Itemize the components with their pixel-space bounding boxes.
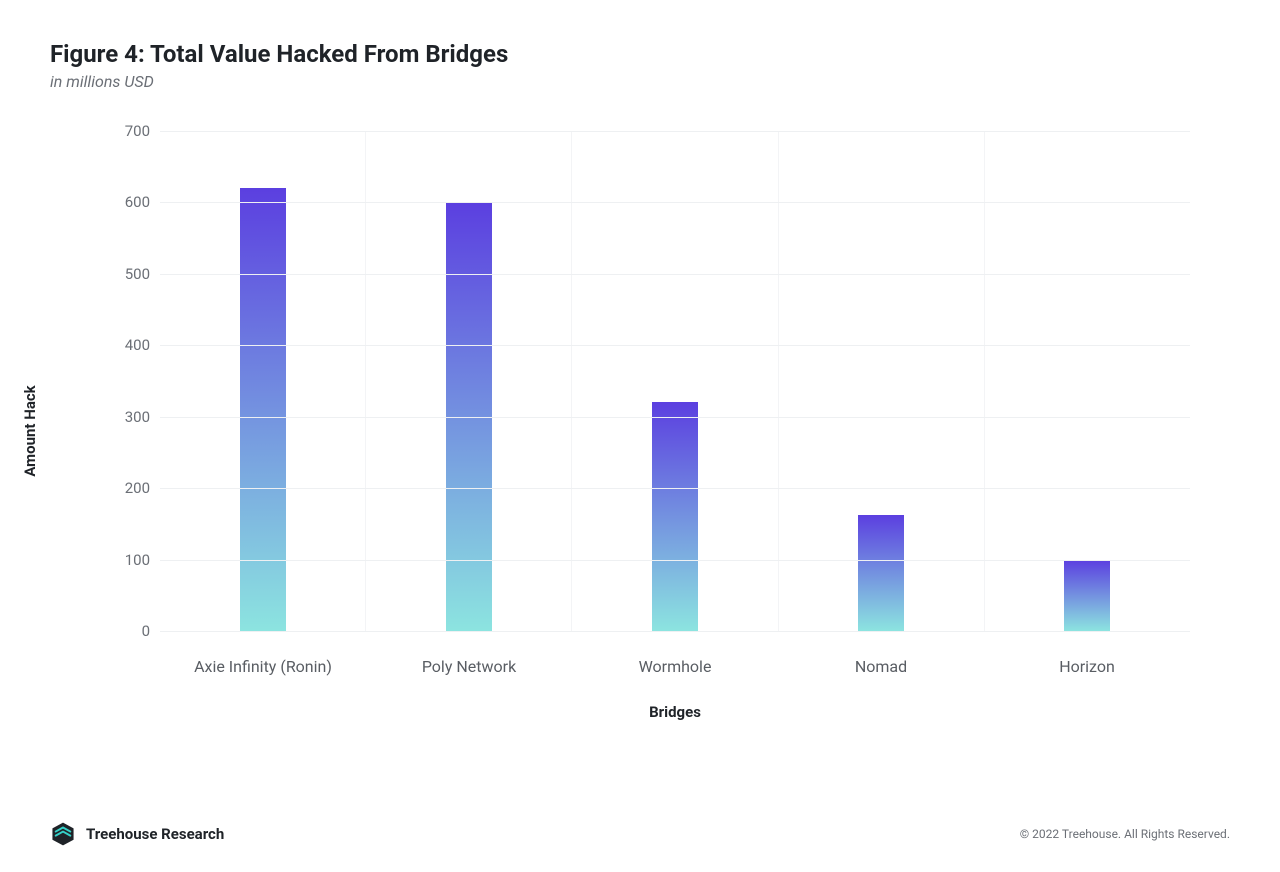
bar-slot — [779, 131, 985, 631]
y-tick-label: 100 — [110, 551, 150, 569]
x-labels: Axie Infinity (Ronin)Poly NetworkWormhol… — [160, 657, 1190, 676]
x-tick-label: Nomad — [778, 657, 984, 676]
x-tick-label: Axie Infinity (Ronin) — [160, 657, 366, 676]
y-tick-label: 200 — [110, 479, 150, 497]
y-tick-label: 700 — [110, 122, 150, 140]
treehouse-logo-icon — [50, 821, 76, 847]
grid-line — [160, 274, 1190, 275]
grid-line — [160, 345, 1190, 346]
plot-area: 0100200300400500600700 — [160, 131, 1190, 631]
y-axis-title: Amount Hack — [21, 385, 39, 476]
chart-subtitle: in millions USD — [50, 72, 1230, 91]
bar — [240, 188, 286, 631]
y-tick-label: 300 — [110, 408, 150, 426]
bar — [1064, 560, 1110, 631]
x-axis-title: Bridges — [160, 703, 1190, 721]
chart-title: Figure 4: Total Value Hacked From Bridge… — [50, 40, 1230, 68]
x-tick-label: Wormhole — [572, 657, 778, 676]
brand: Treehouse Research — [50, 821, 224, 847]
x-tick-label: Horizon — [984, 657, 1190, 676]
grid-line — [160, 560, 1190, 561]
y-tick-label: 600 — [110, 193, 150, 211]
bar-slot — [985, 131, 1190, 631]
title-block: Figure 4: Total Value Hacked From Bridge… — [50, 40, 1230, 91]
grid-line — [160, 488, 1190, 489]
y-tick-label: 0 — [110, 622, 150, 640]
bar-slot — [366, 131, 572, 631]
footer: Treehouse Research © 2022 Treehouse. All… — [50, 821, 1230, 847]
bars-container — [160, 131, 1190, 631]
bar — [652, 402, 698, 631]
x-tick-label: Poly Network — [366, 657, 572, 676]
grid-line — [160, 417, 1190, 418]
chart: Amount Hack 0100200300400500600700 Axie … — [50, 131, 1230, 731]
copyright-text: © 2022 Treehouse. All Rights Reserved. — [1020, 827, 1230, 841]
brand-name: Treehouse Research — [86, 825, 224, 843]
grid-line — [160, 131, 1190, 132]
y-tick-label: 500 — [110, 265, 150, 283]
bar-slot — [572, 131, 778, 631]
y-tick-label: 400 — [110, 336, 150, 354]
grid-line — [160, 631, 1190, 632]
grid-line — [160, 202, 1190, 203]
bar-slot — [160, 131, 366, 631]
bar — [858, 515, 904, 631]
